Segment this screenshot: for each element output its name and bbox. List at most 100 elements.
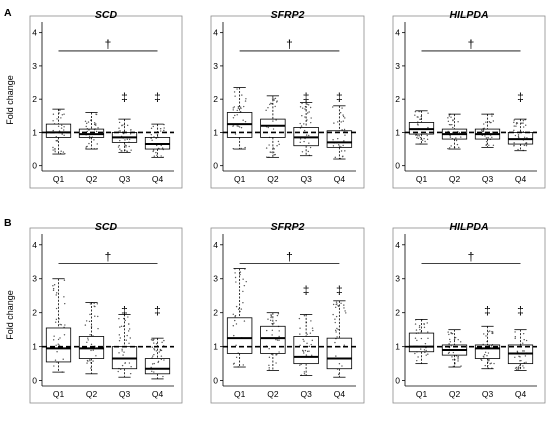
data-point — [59, 323, 61, 326]
data-point — [122, 325, 125, 328]
data-point — [236, 109, 238, 112]
data-point — [332, 139, 334, 141]
significance-double-dagger: ‡ — [121, 303, 128, 317]
data-point — [447, 147, 449, 150]
data-point — [150, 133, 153, 136]
data-point — [163, 339, 165, 342]
data-point — [117, 370, 119, 373]
data-point — [514, 367, 517, 369]
box-q2 — [260, 325, 286, 354]
data-point — [513, 145, 515, 147]
data-point — [513, 129, 515, 132]
data-point — [447, 331, 449, 333]
y-axis-label-a: Fold change — [5, 75, 15, 125]
data-point — [306, 333, 308, 336]
data-point — [89, 313, 91, 316]
x-tick-label: Q1 — [416, 174, 428, 184]
data-point — [160, 358, 163, 361]
data-point — [482, 130, 485, 133]
data-point — [308, 111, 310, 113]
data-point — [308, 345, 311, 348]
panel-frame — [210, 227, 365, 404]
data-point — [414, 352, 416, 355]
data-point — [88, 135, 91, 138]
data-point — [277, 313, 280, 315]
data-point — [53, 365, 55, 367]
data-point — [447, 117, 449, 119]
y-tick-label: 3 — [32, 274, 37, 284]
chart-panel-a-sfrp2: SFRP2 0 1 2 3 4 Q1 Q2 Q3 Q4 † ‡ ‡ — [210, 9, 365, 189]
y-tick-label: 0 — [213, 161, 218, 171]
data-point — [523, 350, 525, 352]
data-point — [152, 149, 155, 151]
data-point — [524, 355, 527, 357]
data-point — [487, 136, 489, 139]
data-point — [426, 134, 428, 137]
panel-label-a: A — [4, 7, 12, 19]
x-tick-label: Q2 — [449, 389, 461, 399]
panel-title: HILPDA — [449, 221, 488, 233]
data-point — [522, 365, 524, 367]
data-point — [414, 111, 417, 113]
data-point — [159, 348, 162, 351]
data-point — [333, 122, 335, 124]
data-point — [340, 150, 343, 152]
data-point — [483, 354, 486, 356]
data-point — [52, 113, 55, 115]
data-point — [163, 123, 165, 126]
data-point — [451, 332, 454, 335]
data-point — [425, 349, 427, 352]
significance-dagger: † — [286, 249, 293, 263]
data-point — [489, 363, 491, 365]
x-tick-label: Q3 — [119, 389, 131, 399]
data-point — [522, 119, 525, 122]
y-tick-label: 4 — [395, 28, 400, 38]
data-point — [128, 342, 130, 345]
data-point — [121, 364, 124, 367]
data-point — [457, 358, 459, 360]
data-point — [89, 334, 91, 336]
data-point — [276, 145, 278, 147]
significance-double-dagger: ‡ — [517, 90, 524, 104]
data-point — [59, 337, 61, 339]
data-point — [56, 351, 58, 353]
data-point — [306, 342, 308, 345]
y-tick-label: 0 — [32, 376, 37, 386]
data-point — [88, 142, 90, 145]
data-point — [304, 349, 307, 352]
data-point — [308, 350, 310, 352]
data-point — [426, 322, 428, 324]
data-point — [126, 150, 128, 152]
data-point — [485, 143, 488, 146]
y-axis-label-b: Fold change — [5, 290, 15, 340]
data-point — [337, 328, 339, 331]
data-point — [309, 146, 312, 149]
data-point — [417, 135, 419, 137]
data-point — [271, 102, 273, 105]
data-point — [268, 356, 271, 359]
x-tick-label: Q4 — [334, 174, 346, 184]
data-point — [459, 341, 462, 343]
data-point — [128, 145, 130, 148]
data-point — [517, 148, 519, 151]
data-point — [52, 120, 54, 122]
data-point — [274, 105, 276, 108]
data-point — [308, 142, 310, 144]
data-point — [121, 348, 123, 350]
data-point — [517, 366, 520, 368]
data-point — [56, 140, 58, 142]
data-point — [419, 136, 422, 139]
data-point — [423, 326, 426, 329]
data-point — [151, 363, 154, 365]
data-point — [275, 119, 277, 121]
data-point — [485, 141, 488, 143]
data-point — [93, 122, 96, 124]
data-point — [160, 355, 163, 357]
data-point — [301, 107, 304, 109]
box-q1 — [45, 123, 72, 138]
panel-frame — [29, 227, 183, 404]
data-point — [343, 128, 346, 131]
x-tick-label: Q1 — [416, 389, 428, 399]
data-point — [334, 321, 336, 324]
